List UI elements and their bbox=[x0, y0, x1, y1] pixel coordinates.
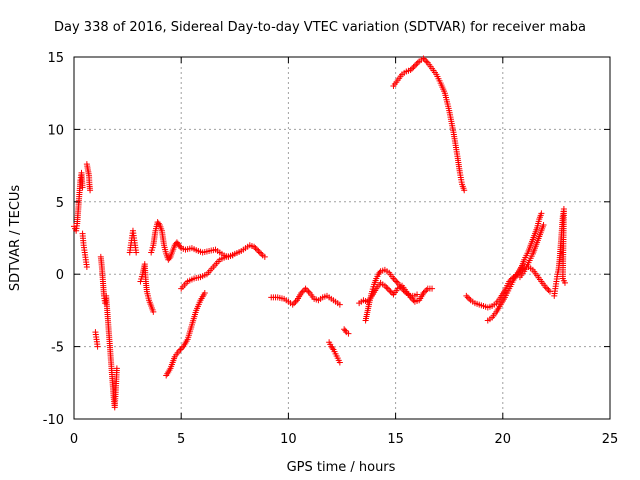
data-point bbox=[133, 249, 140, 256]
data-point bbox=[113, 365, 120, 372]
axis-ticks: 0 5 10 15 20 25 -10 -5 0 5 10 15 bbox=[43, 51, 619, 447]
data-point bbox=[399, 285, 406, 292]
data-point bbox=[414, 59, 421, 66]
x-tick-label: 20 bbox=[495, 432, 512, 447]
data-point bbox=[463, 292, 470, 299]
data-point bbox=[298, 290, 305, 297]
data-point bbox=[429, 285, 436, 292]
data-point bbox=[466, 295, 473, 302]
data-point bbox=[411, 62, 418, 69]
data-point bbox=[381, 282, 388, 289]
y-tick-label: -5 bbox=[51, 341, 64, 356]
data-point bbox=[256, 249, 263, 256]
data-point bbox=[176, 347, 183, 354]
data-point bbox=[413, 61, 420, 68]
data-point bbox=[546, 288, 553, 295]
data-point bbox=[201, 290, 208, 297]
y-tick-label: -10 bbox=[43, 413, 64, 428]
data-point bbox=[251, 243, 258, 250]
data-point bbox=[545, 287, 552, 294]
data-point bbox=[410, 297, 417, 304]
data-point bbox=[329, 345, 336, 352]
data-point bbox=[538, 210, 545, 217]
data-point bbox=[421, 56, 428, 63]
data-point bbox=[384, 285, 391, 292]
data-point bbox=[387, 288, 394, 295]
data-point bbox=[87, 187, 94, 194]
data-point bbox=[390, 275, 397, 282]
x-tick-label: 10 bbox=[280, 432, 297, 447]
chart-title: Day 338 of 2016, Sidereal Day-to-day VTE… bbox=[54, 20, 586, 35]
data-point bbox=[461, 187, 468, 194]
data-point bbox=[302, 285, 309, 292]
data-point bbox=[414, 291, 421, 298]
data-point bbox=[409, 65, 416, 72]
data-point bbox=[423, 58, 430, 65]
data-point bbox=[410, 64, 417, 71]
data-point bbox=[261, 253, 268, 260]
data-point bbox=[420, 55, 427, 62]
y-tick-label: 5 bbox=[56, 196, 64, 211]
data-point bbox=[79, 184, 86, 191]
data-point bbox=[177, 346, 184, 353]
y-tick-label: 0 bbox=[56, 268, 64, 283]
x-axis-label: GPS time / hours bbox=[287, 460, 396, 475]
data-point bbox=[400, 287, 407, 294]
data-point bbox=[178, 345, 185, 352]
data-point bbox=[420, 290, 427, 297]
data-point bbox=[386, 287, 393, 294]
y-axis-label: SDTVAR / TECUs bbox=[8, 185, 23, 292]
data-point bbox=[255, 248, 262, 255]
data-point bbox=[401, 288, 408, 295]
x-tick-label: 5 bbox=[177, 432, 185, 447]
data-point bbox=[299, 288, 306, 295]
data-points bbox=[71, 55, 568, 411]
data-point bbox=[383, 284, 390, 291]
data-point bbox=[150, 308, 157, 315]
data-point bbox=[155, 220, 162, 227]
data-point bbox=[336, 301, 343, 308]
x-tick-label: 0 bbox=[70, 432, 78, 447]
data-point bbox=[561, 279, 568, 286]
data-point bbox=[253, 246, 260, 253]
data-point bbox=[376, 269, 383, 276]
data-point bbox=[542, 284, 549, 291]
data-point bbox=[305, 288, 312, 295]
x-tick-label: 15 bbox=[387, 432, 404, 447]
data-point bbox=[94, 343, 101, 350]
data-point bbox=[393, 278, 400, 285]
x-tick-label: 25 bbox=[602, 432, 619, 447]
plot-frame bbox=[73, 56, 611, 420]
data-point bbox=[289, 301, 296, 308]
data-point bbox=[540, 221, 547, 228]
data-point bbox=[303, 287, 310, 294]
data-point bbox=[391, 276, 398, 283]
data-point bbox=[83, 263, 90, 270]
data-point bbox=[258, 250, 265, 257]
data-point bbox=[423, 287, 430, 294]
y-tick-label: 10 bbox=[47, 123, 64, 138]
data-point bbox=[345, 330, 352, 337]
data-point bbox=[166, 255, 173, 262]
data-point bbox=[252, 245, 259, 252]
data-point bbox=[421, 288, 428, 295]
data-point bbox=[464, 294, 471, 301]
data-point bbox=[336, 359, 343, 366]
data-point bbox=[544, 285, 551, 292]
data-point bbox=[177, 243, 184, 250]
data-point bbox=[409, 295, 416, 302]
data-point bbox=[407, 67, 414, 74]
data-point bbox=[342, 327, 349, 334]
data-point bbox=[291, 300, 298, 307]
data-point bbox=[292, 298, 299, 305]
y-tick-label: 15 bbox=[47, 51, 64, 66]
data-point bbox=[229, 252, 236, 259]
